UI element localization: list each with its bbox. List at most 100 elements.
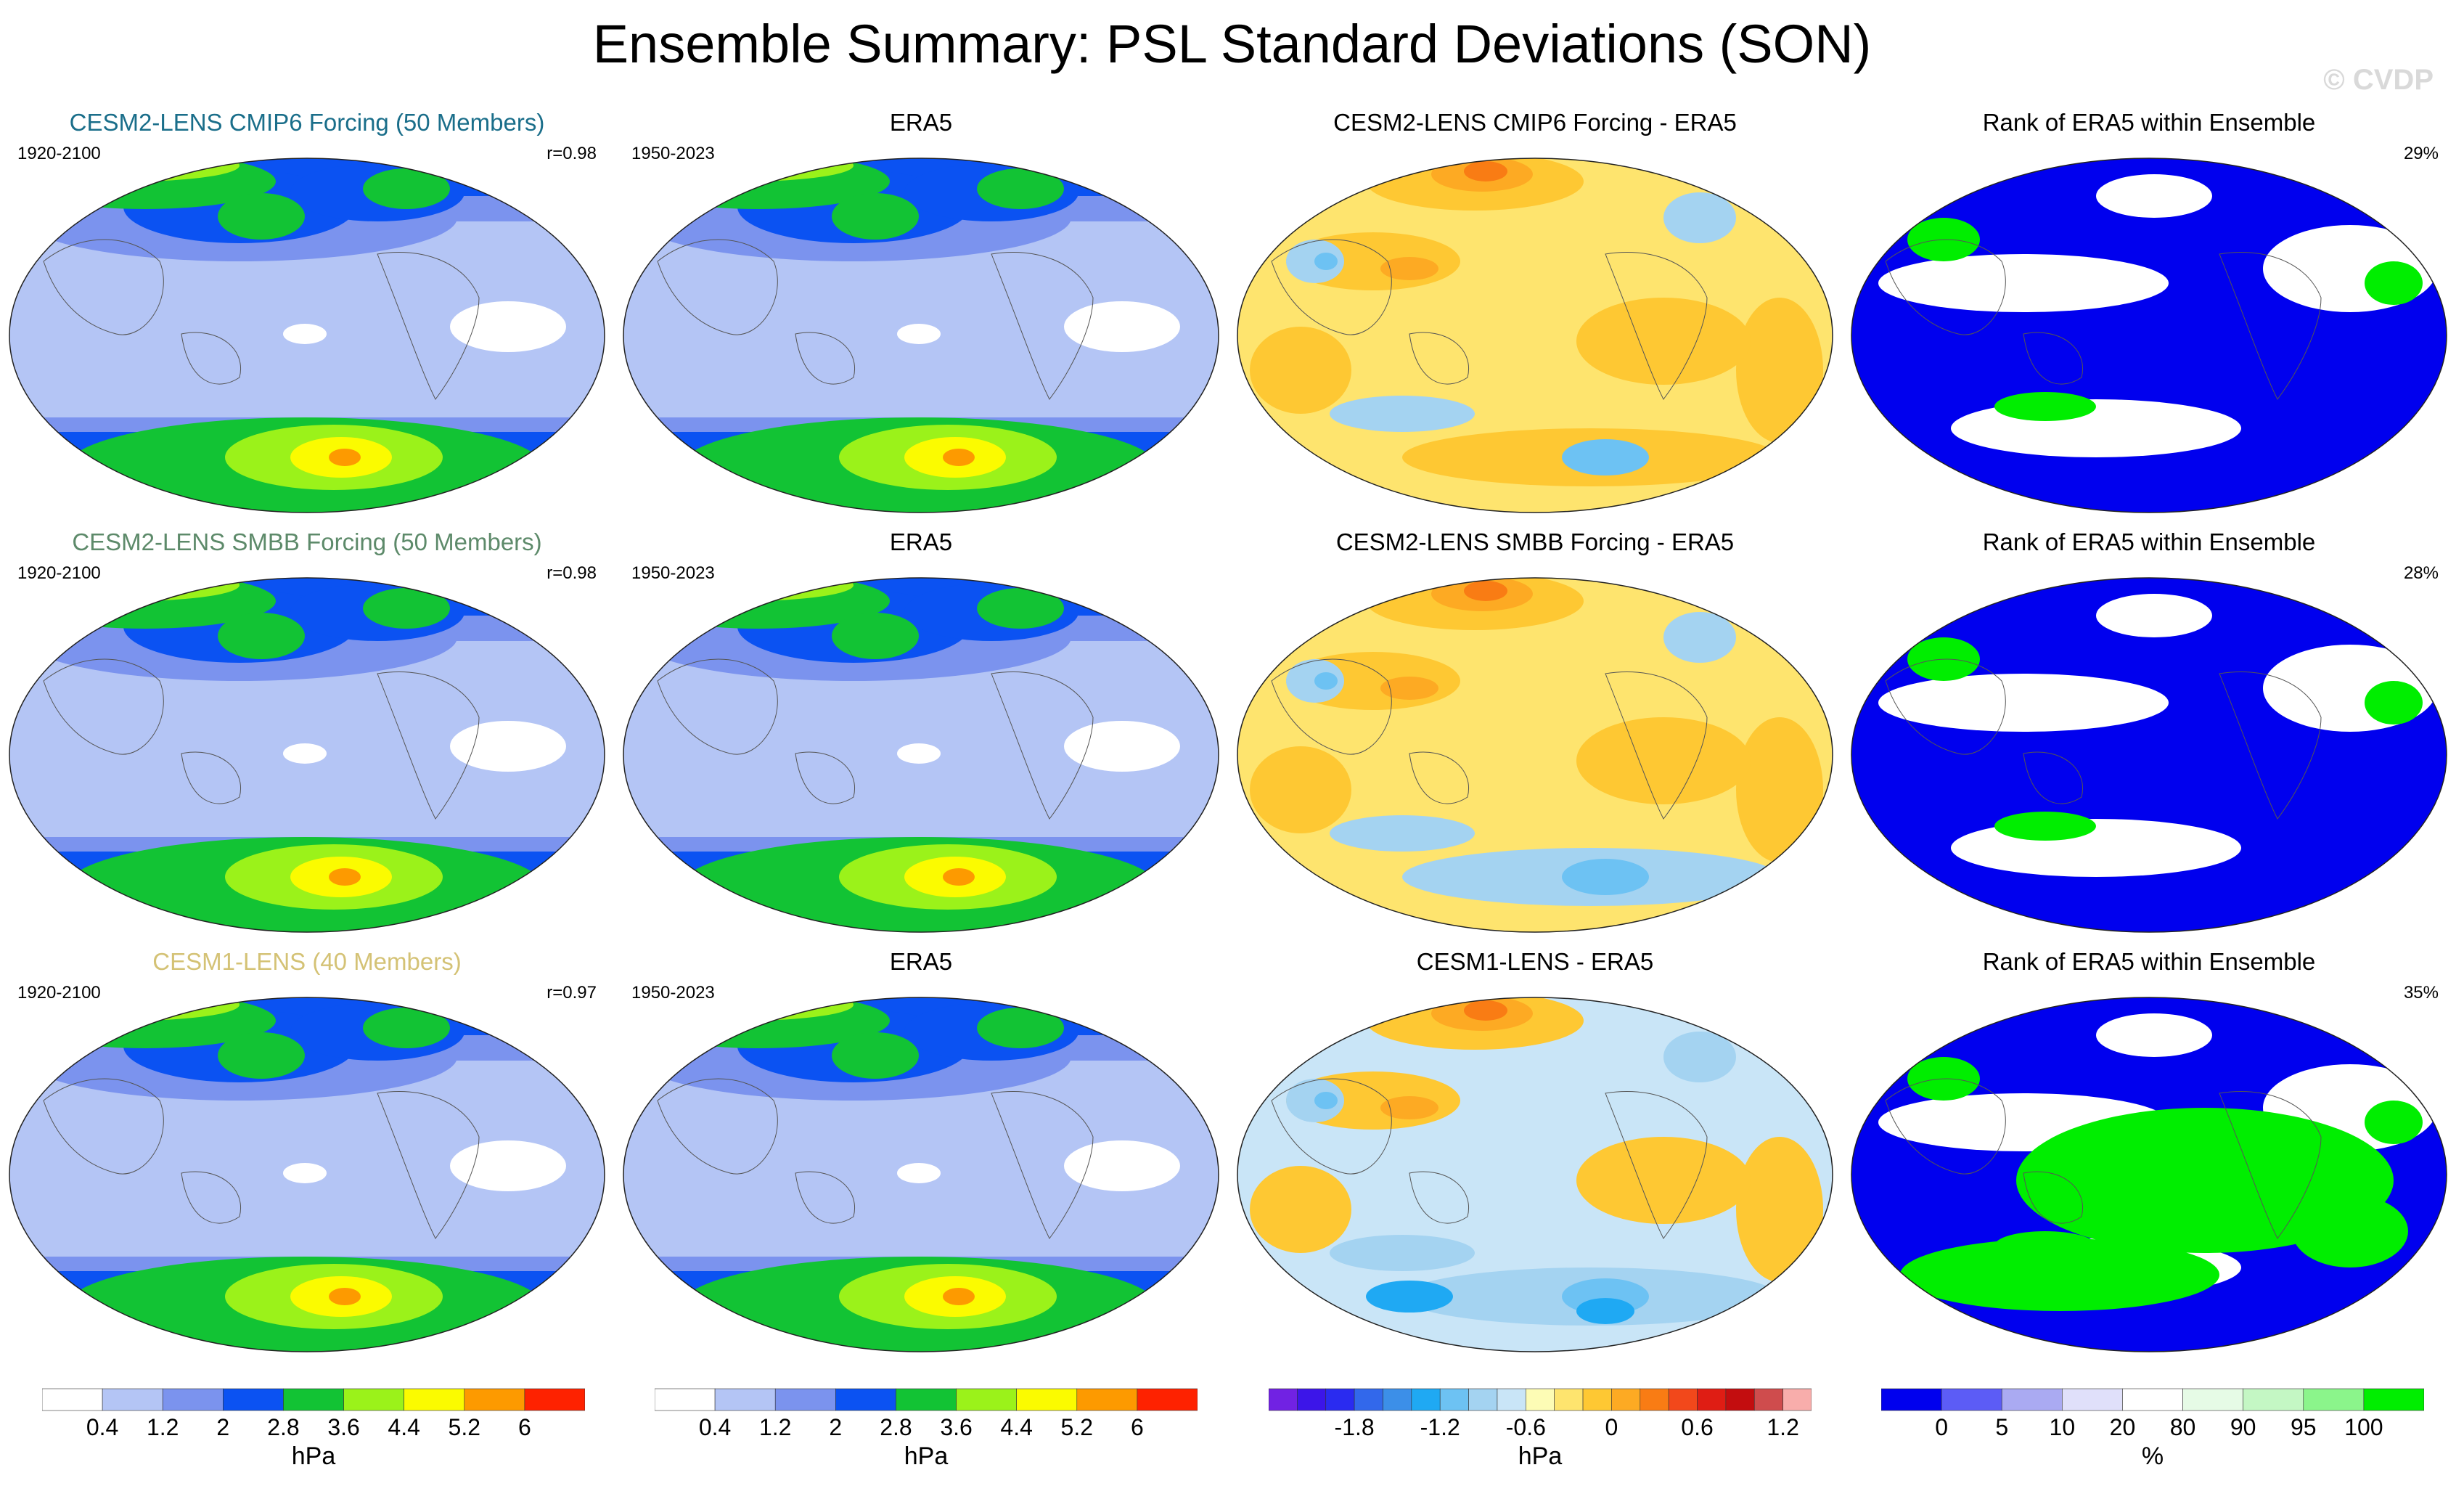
field-contour — [832, 613, 919, 659]
colorbar-swatch — [835, 1388, 896, 1411]
period-label: 1950-2023 — [631, 563, 715, 583]
coastline-outline — [657, 1078, 1094, 1239]
colorbar-swatch — [2001, 1388, 2063, 1411]
field-contour — [1314, 1092, 1338, 1109]
colorbar-units: hPa — [904, 1442, 949, 1470]
coastline-outline — [43, 1078, 480, 1239]
colorbar-swatch — [162, 1388, 224, 1411]
colorbar-units: hPa — [1518, 1442, 1563, 1470]
field-contour — [1878, 254, 2169, 312]
map-border — [1237, 997, 1833, 1352]
field-contour — [1314, 672, 1338, 690]
coastline-outline — [657, 239, 1094, 400]
field-contour — [450, 301, 566, 352]
field-contour — [1064, 301, 1180, 352]
panel-diff: CESM1-LENS - ERA5 — [1228, 948, 1842, 1355]
field-contour — [2365, 1101, 2423, 1144]
map-plot — [623, 158, 1219, 513]
figure-title: Ensemble Summary: PSL Standard Deviation… — [592, 14, 1872, 74]
field-contour — [1736, 1137, 1823, 1282]
colorbar-swatch — [1468, 1388, 1498, 1411]
field-contour — [1736, 717, 1823, 862]
colorbar-swatch — [714, 1388, 776, 1411]
map-plot — [1237, 577, 1833, 933]
field-contour — [1380, 677, 1438, 700]
panel-title: ERA5 — [889, 109, 953, 136]
panel-title: CESM2-LENS SMBB Forcing (50 Members) — [72, 528, 542, 555]
field-contour — [2096, 174, 2212, 218]
field-contour — [1250, 327, 1351, 414]
panel-title: ERA5 — [889, 528, 953, 555]
colorbar-tick-label: 4.4 — [388, 1414, 419, 1440]
pattern-correlation: r=0.98 — [547, 144, 597, 163]
rank-percent: 35% — [2403, 983, 2439, 1003]
colorbar-swatch — [1076, 1388, 1138, 1411]
field-contour — [897, 743, 941, 764]
field-contour — [1314, 253, 1338, 270]
field-contour — [1900, 1238, 2219, 1311]
field-contour — [1464, 581, 1507, 601]
field-contour — [329, 449, 361, 466]
field-contour — [1064, 1140, 1180, 1191]
coastline-outline — [1271, 658, 1708, 820]
panel-title: CESM1-LENS (40 Members) — [152, 948, 462, 975]
colorbar-svg: 0.4 1.2 2 2.8 3.6 4.4 5.2 6 — [654, 1388, 1198, 1440]
map-plot — [1851, 997, 2447, 1352]
colorbar-swatch — [1554, 1388, 1584, 1411]
colorbar-tick-label: -1.8 — [1335, 1414, 1375, 1440]
field-contour — [943, 1288, 975, 1305]
colorbar-swatch — [464, 1388, 525, 1411]
coastline-outline — [1885, 658, 2322, 820]
coastline-outline — [1885, 1078, 2322, 1239]
colorbar-tick-label: 3.6 — [940, 1414, 972, 1440]
panel-rank: Rank of ERA5 within Ensemble 29% — [1842, 109, 2456, 515]
colorbar-swatch — [223, 1388, 284, 1411]
panel-title: Rank of ERA5 within Ensemble — [1982, 528, 2316, 555]
field-contour — [329, 1288, 361, 1305]
field-contour — [1663, 192, 1736, 243]
field-contour — [1663, 1032, 1736, 1082]
panel-rank: Rank of ERA5 within Ensemble 35% — [1842, 948, 2456, 1355]
map-border — [1851, 577, 2447, 933]
colorbar-tick-label: 10 — [2050, 1414, 2076, 1440]
panel-obs: ERA5 1950-2023 — [614, 528, 1228, 935]
field-contour — [2096, 594, 2212, 637]
colorbar-swatch — [1383, 1388, 1412, 1411]
colorbar: 0.4 1.2 2 2.8 3.6 4.4 5.2 6 hPa — [654, 1383, 1198, 1485]
colorbar-swatch — [343, 1388, 404, 1411]
field-contour — [329, 868, 361, 886]
colorbar-swatch — [1297, 1388, 1327, 1411]
panel-obs: ERA5 1950-2023 — [614, 109, 1228, 515]
colorbar-tick-label: 0.4 — [86, 1414, 118, 1440]
panel-title: CESM2-LENS SMBB Forcing - ERA5 — [1335, 528, 1735, 555]
panel-title: Rank of ERA5 within Ensemble — [1982, 948, 2316, 975]
colorbar-tick-label: 1.2 — [759, 1414, 791, 1440]
field-contour — [1878, 674, 2169, 732]
field-contour — [1576, 298, 1751, 385]
colorbar-tick-label: 0 — [1935, 1414, 1948, 1440]
map-plot — [1851, 577, 2447, 933]
colorbar-tick-label: 6 — [1131, 1414, 1144, 1440]
colorbar-tick-label: 2 — [216, 1414, 229, 1440]
field-contour — [218, 193, 305, 240]
field-contour — [1994, 812, 2096, 841]
colorbar-swatch — [1640, 1388, 1669, 1411]
panel-diff: CESM2-LENS CMIP6 Forcing - ERA5 — [1228, 109, 1842, 515]
colorbar-swatch — [404, 1388, 465, 1411]
map-plot — [623, 997, 1219, 1352]
colorbar-swatch — [1268, 1388, 1298, 1411]
field-contour — [2365, 261, 2423, 305]
colorbar-tick-label: 4.4 — [1000, 1414, 1032, 1440]
map-border — [623, 997, 1219, 1352]
field-contour — [1576, 1298, 1634, 1324]
period-label: 1920-2100 — [17, 563, 101, 583]
colorbar-swatch — [1439, 1388, 1469, 1411]
colorbar-svg: -1.8-1.2-0.600.61.21.8 — [1268, 1388, 1885, 1440]
field-contour — [450, 1140, 566, 1191]
field-contour — [363, 588, 450, 629]
panel-model: CESM2-LENS CMIP6 Forcing (50 Members) 192… — [0, 109, 614, 515]
colorbar-tick-label: -0.6 — [1506, 1414, 1546, 1440]
colorbar-tick-label: 3.6 — [327, 1414, 359, 1440]
field-contour — [1951, 399, 2241, 457]
field-contour — [1380, 257, 1438, 280]
